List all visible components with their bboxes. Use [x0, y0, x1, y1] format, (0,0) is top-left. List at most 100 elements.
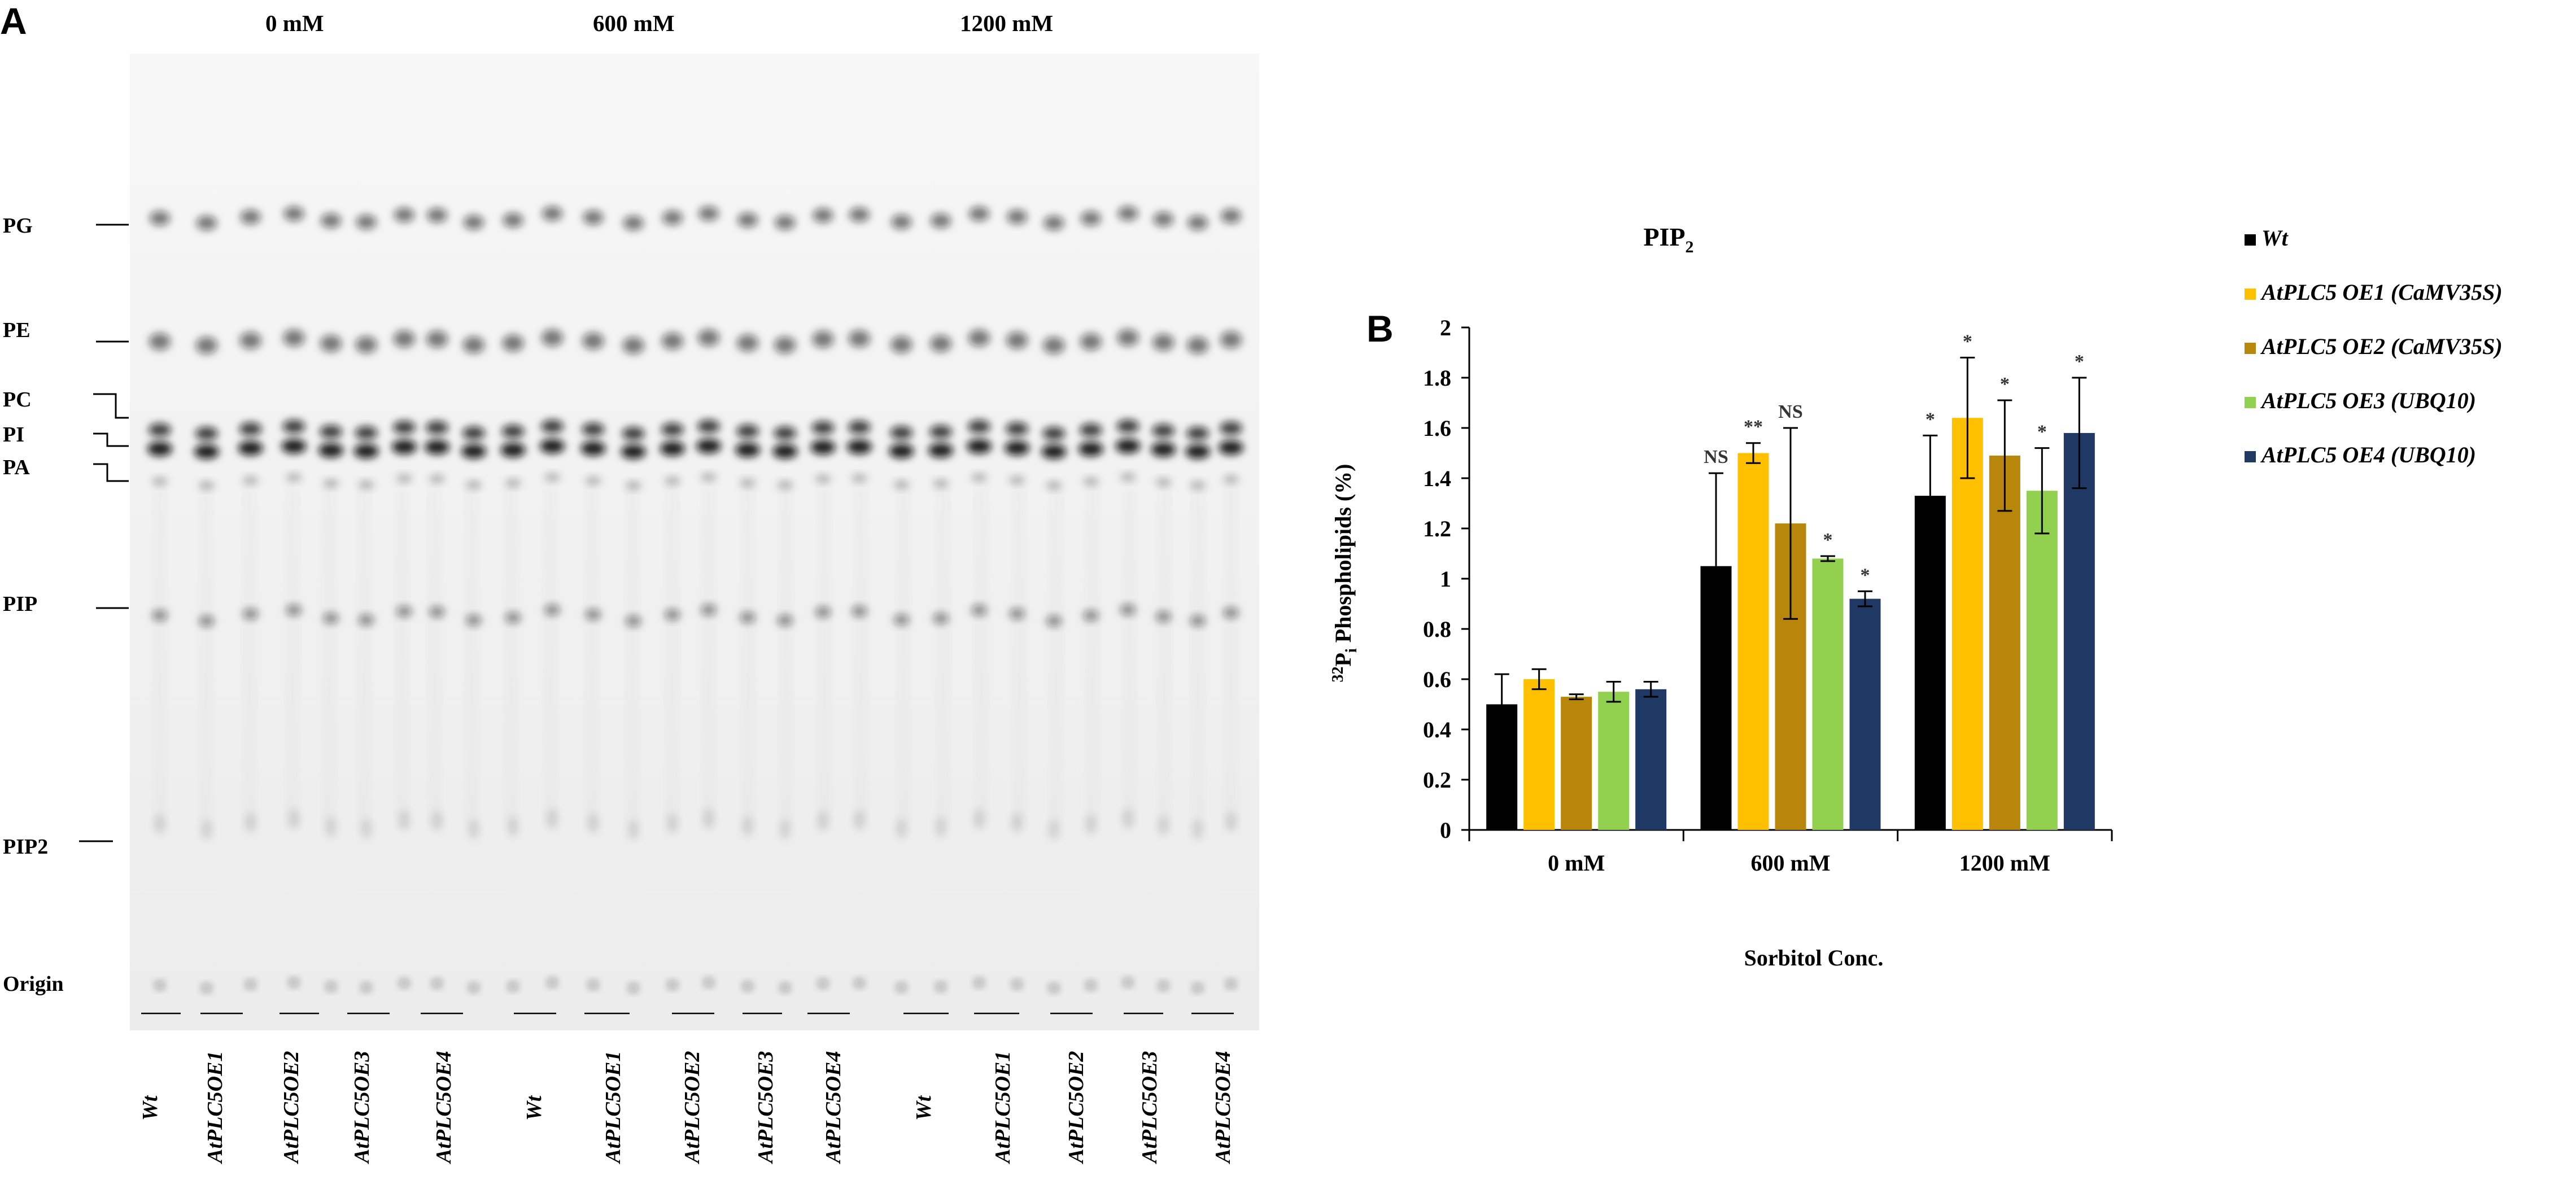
tlc-spot-origin [432, 978, 442, 988]
tlc-lane-smear [155, 486, 164, 824]
lane-label-oe4: AtPLC5OE4 [1211, 1051, 1235, 1164]
tlc-spot-pg [969, 206, 989, 221]
tlc-spot-pe [1080, 333, 1102, 351]
legend-label: AtPLC5 OE1 (CaMV35S) [2260, 279, 2503, 305]
tlc-spot-origin [667, 980, 678, 990]
y-tick-label: 0 [1440, 818, 1451, 843]
tlc-spot-pi [929, 425, 953, 439]
tlc-lane-smear [325, 486, 334, 824]
tlc-spot-pi [890, 426, 913, 440]
tlc-spot-pip [429, 606, 445, 618]
y-tick-label: 0.6 [1423, 667, 1451, 692]
tlc-spot-pe [239, 332, 261, 349]
tlc-spot-pa [810, 440, 836, 455]
tlc-spot-pe [320, 335, 342, 352]
tlc-spot-pa [1041, 444, 1067, 459]
tlc-spot-pip [933, 613, 949, 624]
lane-label-oe2: AtPLC5OE2 [680, 1051, 704, 1164]
tlc-spot-pe [195, 336, 217, 354]
tlc-spot-pa [500, 443, 526, 457]
tlc-spot-pa [928, 443, 954, 458]
legend-label: AtPLC5 OE3 (UBQ10) [2260, 388, 2476, 413]
tlc-spot-origin [361, 983, 372, 992]
legend-swatch [2245, 234, 2256, 246]
tlc-spot-pg [427, 208, 447, 223]
significance-label: NS [1704, 447, 1728, 467]
tlc-spot-minor [625, 481, 641, 490]
legend-swatch [2245, 288, 2256, 300]
y-axis-title: 32Pi Phospholipids (%) [1329, 464, 1360, 683]
tlc-spot-pg [240, 209, 261, 225]
lane-label-oe3: AtPLC5OE3 [350, 1051, 374, 1164]
legend-label: AtPLC5 OE2 (CaMV35S) [2260, 334, 2503, 359]
tlc-spot-minor [429, 474, 445, 483]
tlc-spot-pi [1042, 426, 1066, 440]
lipid-label-pi: PI [3, 423, 24, 447]
tlc-spot-pi [282, 419, 305, 434]
lipid-label-pg: PG [3, 214, 33, 238]
tlc-spot-pi [774, 426, 797, 440]
tlc-lane-smear [202, 486, 211, 824]
tlc-spot-pip2 [896, 818, 907, 839]
tlc-spot-pg [1080, 211, 1101, 226]
chart-error-bars [1494, 356, 2087, 736]
tlc-spot-minor [505, 478, 521, 488]
tlc-spot-pa [772, 444, 798, 459]
tlc-spot-pg [583, 210, 604, 225]
tlc-spot-minor [851, 474, 867, 483]
tlc-spot-pip2 [817, 811, 829, 832]
tlc-spot-origin [289, 978, 299, 987]
tlc-spot-pe [1043, 336, 1065, 354]
tlc-spot-pip [815, 606, 831, 618]
tlc-spot-pe [283, 329, 305, 347]
chart-bars [1486, 418, 2095, 830]
panel-b-label: B [1366, 308, 1394, 349]
tlc-spot-pi [501, 425, 525, 439]
tlc-spot-origin [1085, 981, 1096, 990]
tlc-spot-pip2 [973, 808, 985, 829]
tlc-spot-minor [971, 473, 987, 482]
tlc-spot-origin [974, 978, 984, 987]
tlc-spot-pa [1078, 441, 1103, 457]
tlc-spot-origin [245, 980, 256, 989]
tlc-spot-pi [195, 426, 218, 440]
tlc-lane-smear [938, 486, 948, 824]
tlc-spot-pg [698, 206, 719, 221]
tlc-spot-pe [149, 333, 171, 350]
tlc-spot-origin [896, 982, 907, 992]
tlc-lane-smear [820, 486, 829, 824]
tlc-spot-pip2 [627, 820, 639, 840]
tlc-spot-pg [542, 206, 563, 221]
tlc-spot-pe [848, 330, 870, 347]
lane-label-oe3: AtPLC5OE3 [1138, 1051, 1162, 1164]
y-tick-label: 1.8 [1423, 365, 1451, 391]
lane-label-oe4: AtPLC5OE4 [432, 1051, 456, 1164]
tlc-spot-pg [463, 215, 484, 230]
y-axis-title-rest: Phospholipids (%) [1330, 464, 1356, 649]
legend-swatch [2245, 397, 2256, 408]
tlc-spot-pe [502, 334, 524, 352]
tlc-lane-smear [1051, 486, 1060, 824]
tlc-lane-smear [899, 486, 908, 824]
significance-label: * [1963, 331, 1972, 352]
tlc-spot-pi [1006, 422, 1029, 436]
bar [1598, 692, 1630, 830]
tlc-spot-pg [503, 212, 523, 228]
tlc-spot-minor [358, 480, 374, 489]
tlc-spot-pe [462, 336, 484, 353]
tlc-spot-pi [462, 426, 485, 440]
tlc-lane-smear [667, 486, 676, 824]
tlc-spot-origin [326, 982, 337, 991]
tlc-spot-pg [623, 216, 644, 230]
tlc-spot-minor [893, 480, 910, 489]
tlc-spot-pe [890, 336, 912, 353]
tlc-spot-pg [1007, 209, 1028, 224]
tlc-lane-smear [1194, 486, 1203, 824]
tlc-plate [130, 54, 1259, 1030]
tlc-spot-pip2 [360, 819, 372, 839]
tlc-spot-pip2 [742, 816, 754, 837]
tlc-spot-origin [1193, 983, 1203, 993]
tlc-spot-pa [281, 439, 307, 454]
x-axis-title: Sorbitol Conc. [1744, 945, 1884, 971]
tlc-spot-origin [201, 983, 212, 993]
